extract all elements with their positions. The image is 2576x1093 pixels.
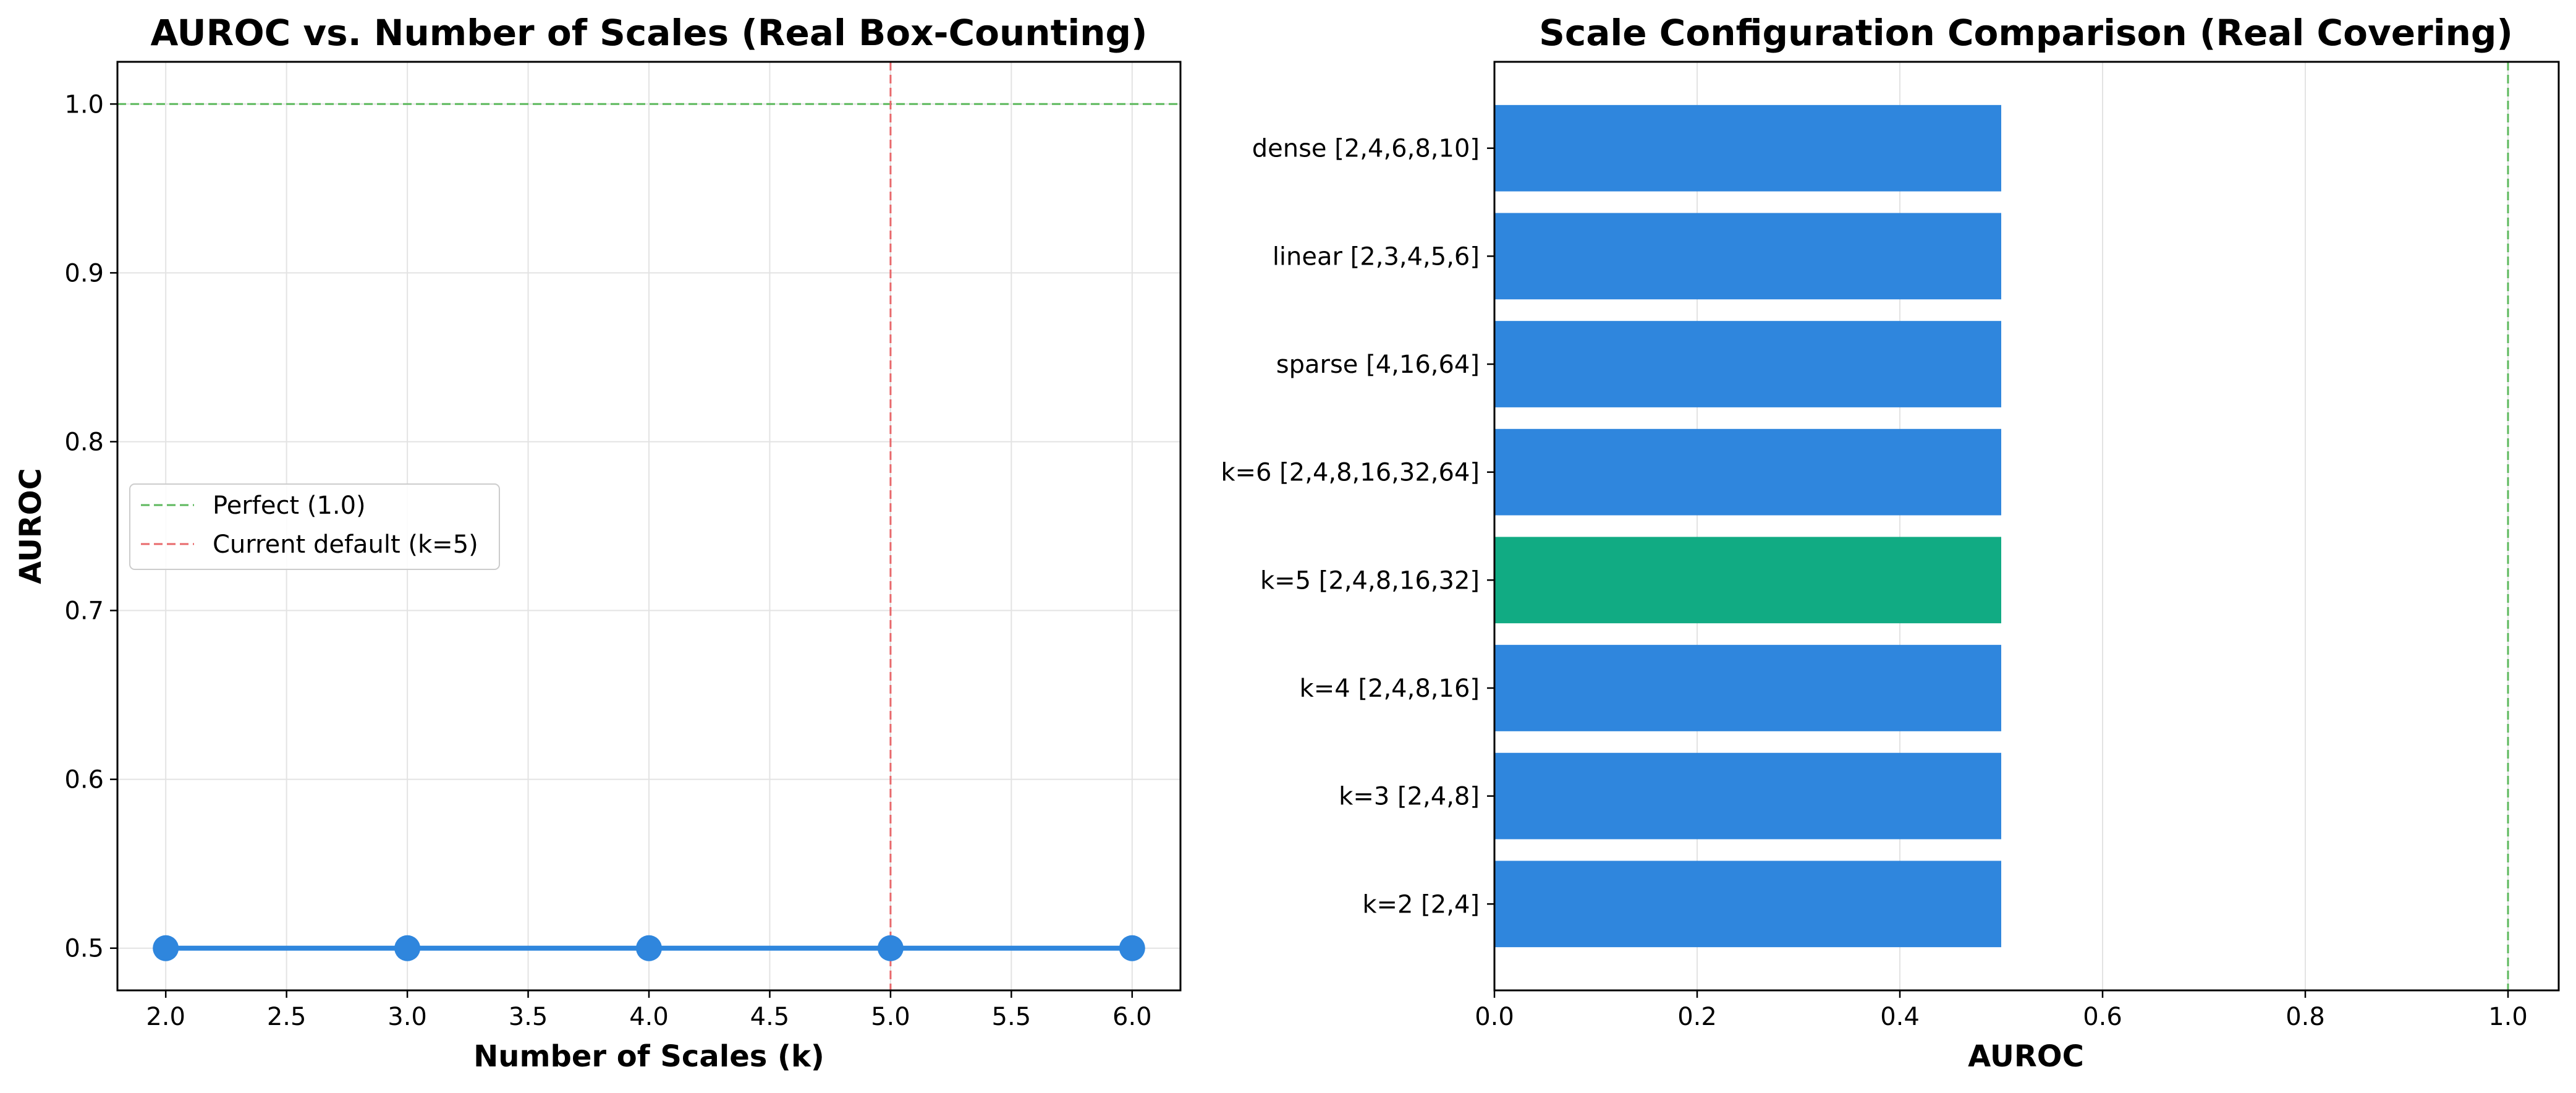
x-tick-label: 0.6 bbox=[2083, 1003, 2122, 1031]
left-gridlines bbox=[117, 62, 1180, 990]
category-label: sparse [4,16,64] bbox=[1276, 351, 1480, 379]
x-tick-label: 4.0 bbox=[629, 1003, 669, 1031]
bar bbox=[1494, 104, 2001, 192]
x-tick-label: 0.8 bbox=[2286, 1003, 2325, 1031]
x-tick-label: 5.5 bbox=[992, 1003, 1032, 1031]
y-tick-label: 0.7 bbox=[64, 597, 104, 626]
bar bbox=[1494, 537, 2001, 624]
x-tick-label: 2.5 bbox=[267, 1003, 307, 1031]
right-y-ticks: k=2 [2,4] k=3 [2,4,8] k=4 [2,4,8,16] k=5 [2… bbox=[1221, 135, 1494, 919]
left-series bbox=[153, 935, 1145, 961]
bar bbox=[1494, 645, 2001, 731]
data-point bbox=[1119, 935, 1145, 961]
legend-box bbox=[129, 483, 500, 570]
category-label: k=5 [2,4,8,16,32] bbox=[1260, 566, 1480, 595]
left-y-ticks: 0.5 0.6 0.7 0.8 0.9 1.0 bbox=[64, 90, 117, 963]
x-tick-label: 0.0 bbox=[1475, 1003, 1514, 1031]
right-gridlines bbox=[1494, 62, 2509, 990]
x-tick-label: 1.0 bbox=[2488, 1003, 2528, 1031]
bar bbox=[1494, 861, 2001, 948]
left-x-axis-label: Number of Scales (k) bbox=[473, 1039, 824, 1074]
right-x-ticks: 0.0 0.2 0.4 0.6 0.8 1.0 bbox=[1475, 990, 2528, 1031]
y-tick-label: 0.6 bbox=[64, 766, 104, 794]
left-chart: 2.0 2.5 3.0 3.5 4.0 4.5 5.0 5.5 6.0 0.5 0.6 0.7 0.8… bbox=[14, 12, 1182, 1074]
left-reference-lines bbox=[117, 62, 1180, 990]
x-tick-label: 2.0 bbox=[146, 1003, 185, 1031]
legend-label-perfect: Perfect (1.0) bbox=[213, 491, 366, 520]
right-bars bbox=[1494, 104, 2001, 948]
x-tick-label: 5.0 bbox=[871, 1003, 910, 1031]
right-x-axis-label: AUROC bbox=[1968, 1039, 2084, 1074]
legend-label-current-default: Current default (k=5) bbox=[213, 530, 478, 559]
left-x-ticks: 2.0 2.5 3.0 3.5 4.0 4.5 5.0 5.5 6.0 bbox=[146, 990, 1152, 1031]
y-tick-label: 0.5 bbox=[64, 935, 104, 963]
x-tick-label: 3.5 bbox=[509, 1003, 548, 1031]
category-label: k=4 [2,4,8,16] bbox=[1300, 674, 1480, 703]
bar bbox=[1494, 213, 2001, 300]
y-tick-label: 1.0 bbox=[64, 90, 104, 119]
category-label: k=6 [2,4,8,16,32,64] bbox=[1221, 459, 1480, 487]
right-chart: 0.0 0.2 0.4 0.6 0.8 1.0 k=2 [2,4]k=3 [2,4,8]k… bbox=[1221, 12, 2560, 1074]
data-point bbox=[636, 935, 662, 961]
bar bbox=[1494, 321, 2001, 407]
category-label: k=2 [2,4] bbox=[1362, 890, 1480, 919]
left-legend: Perfect (1.0) Current default (k=5) bbox=[129, 483, 500, 570]
data-point bbox=[394, 935, 421, 961]
data-point bbox=[877, 935, 904, 961]
left-chart-title: AUROC vs. Number of Scales (Real Box-Cou… bbox=[150, 12, 1147, 54]
x-tick-label: 0.4 bbox=[1880, 1003, 1920, 1031]
right-chart-title: Scale Configuration Comparison (Real Cov… bbox=[1539, 12, 2513, 54]
x-tick-label: 3.0 bbox=[388, 1003, 427, 1031]
right-plot-frame bbox=[1493, 61, 2560, 992]
category-label: k=3 [2,4,8] bbox=[1339, 783, 1480, 811]
left-y-axis-label: AUROC bbox=[14, 468, 48, 584]
x-tick-label: 6.0 bbox=[1112, 1003, 1152, 1031]
bar bbox=[1494, 428, 2001, 516]
y-tick-label: 0.8 bbox=[64, 428, 104, 456]
bar bbox=[1494, 752, 2001, 840]
category-label: linear [2,3,4,5,6] bbox=[1273, 242, 1480, 271]
data-point bbox=[153, 935, 179, 961]
x-tick-label: 4.5 bbox=[750, 1003, 790, 1031]
category-label: dense [2,4,6,8,10] bbox=[1252, 135, 1480, 163]
y-tick-label: 0.9 bbox=[64, 259, 104, 287]
x-tick-label: 0.2 bbox=[1677, 1003, 1717, 1031]
